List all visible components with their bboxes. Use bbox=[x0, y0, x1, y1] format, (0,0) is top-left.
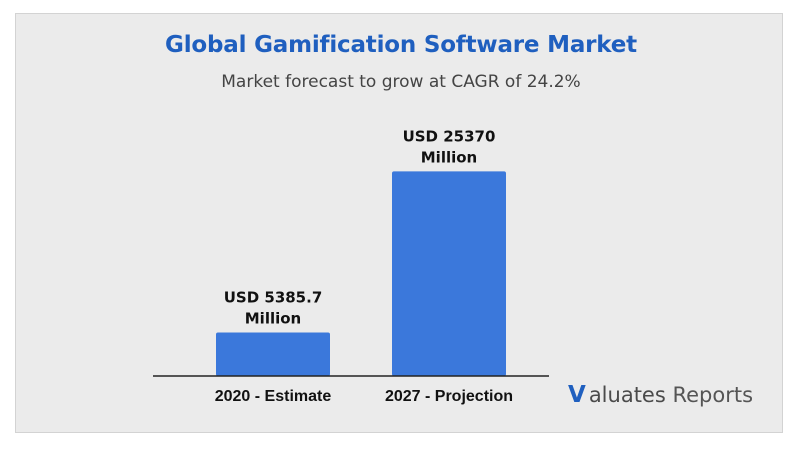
x-tick-label-1: 2020 - Estimate bbox=[215, 388, 332, 405]
chart-title: Global Gamification Software Market bbox=[165, 32, 637, 58]
logo-word: aluates bbox=[588, 383, 666, 407]
bar-1 bbox=[216, 332, 330, 376]
chart-card: Global Gamification Software Market Mark… bbox=[15, 13, 783, 433]
bar-chart: USD 5385.7 Million 2020 - Estimate USD 2537… bbox=[153, 127, 549, 405]
logo-suffix: Reports bbox=[672, 383, 754, 407]
data-label-2-line-1: USD 25370 bbox=[403, 127, 496, 145]
data-label-1-line-2: Million bbox=[245, 310, 301, 328]
logo-mark: V bbox=[568, 382, 586, 408]
bar-2 bbox=[392, 171, 506, 376]
data-label-2-line-2: Million bbox=[421, 148, 477, 166]
chart-subtitle: Market forecast to grow at CAGR of 24.2% bbox=[221, 72, 581, 92]
x-tick-label-2: 2027 - Projection bbox=[385, 388, 513, 405]
data-label-1-line-1: USD 5385.7 bbox=[224, 289, 323, 307]
